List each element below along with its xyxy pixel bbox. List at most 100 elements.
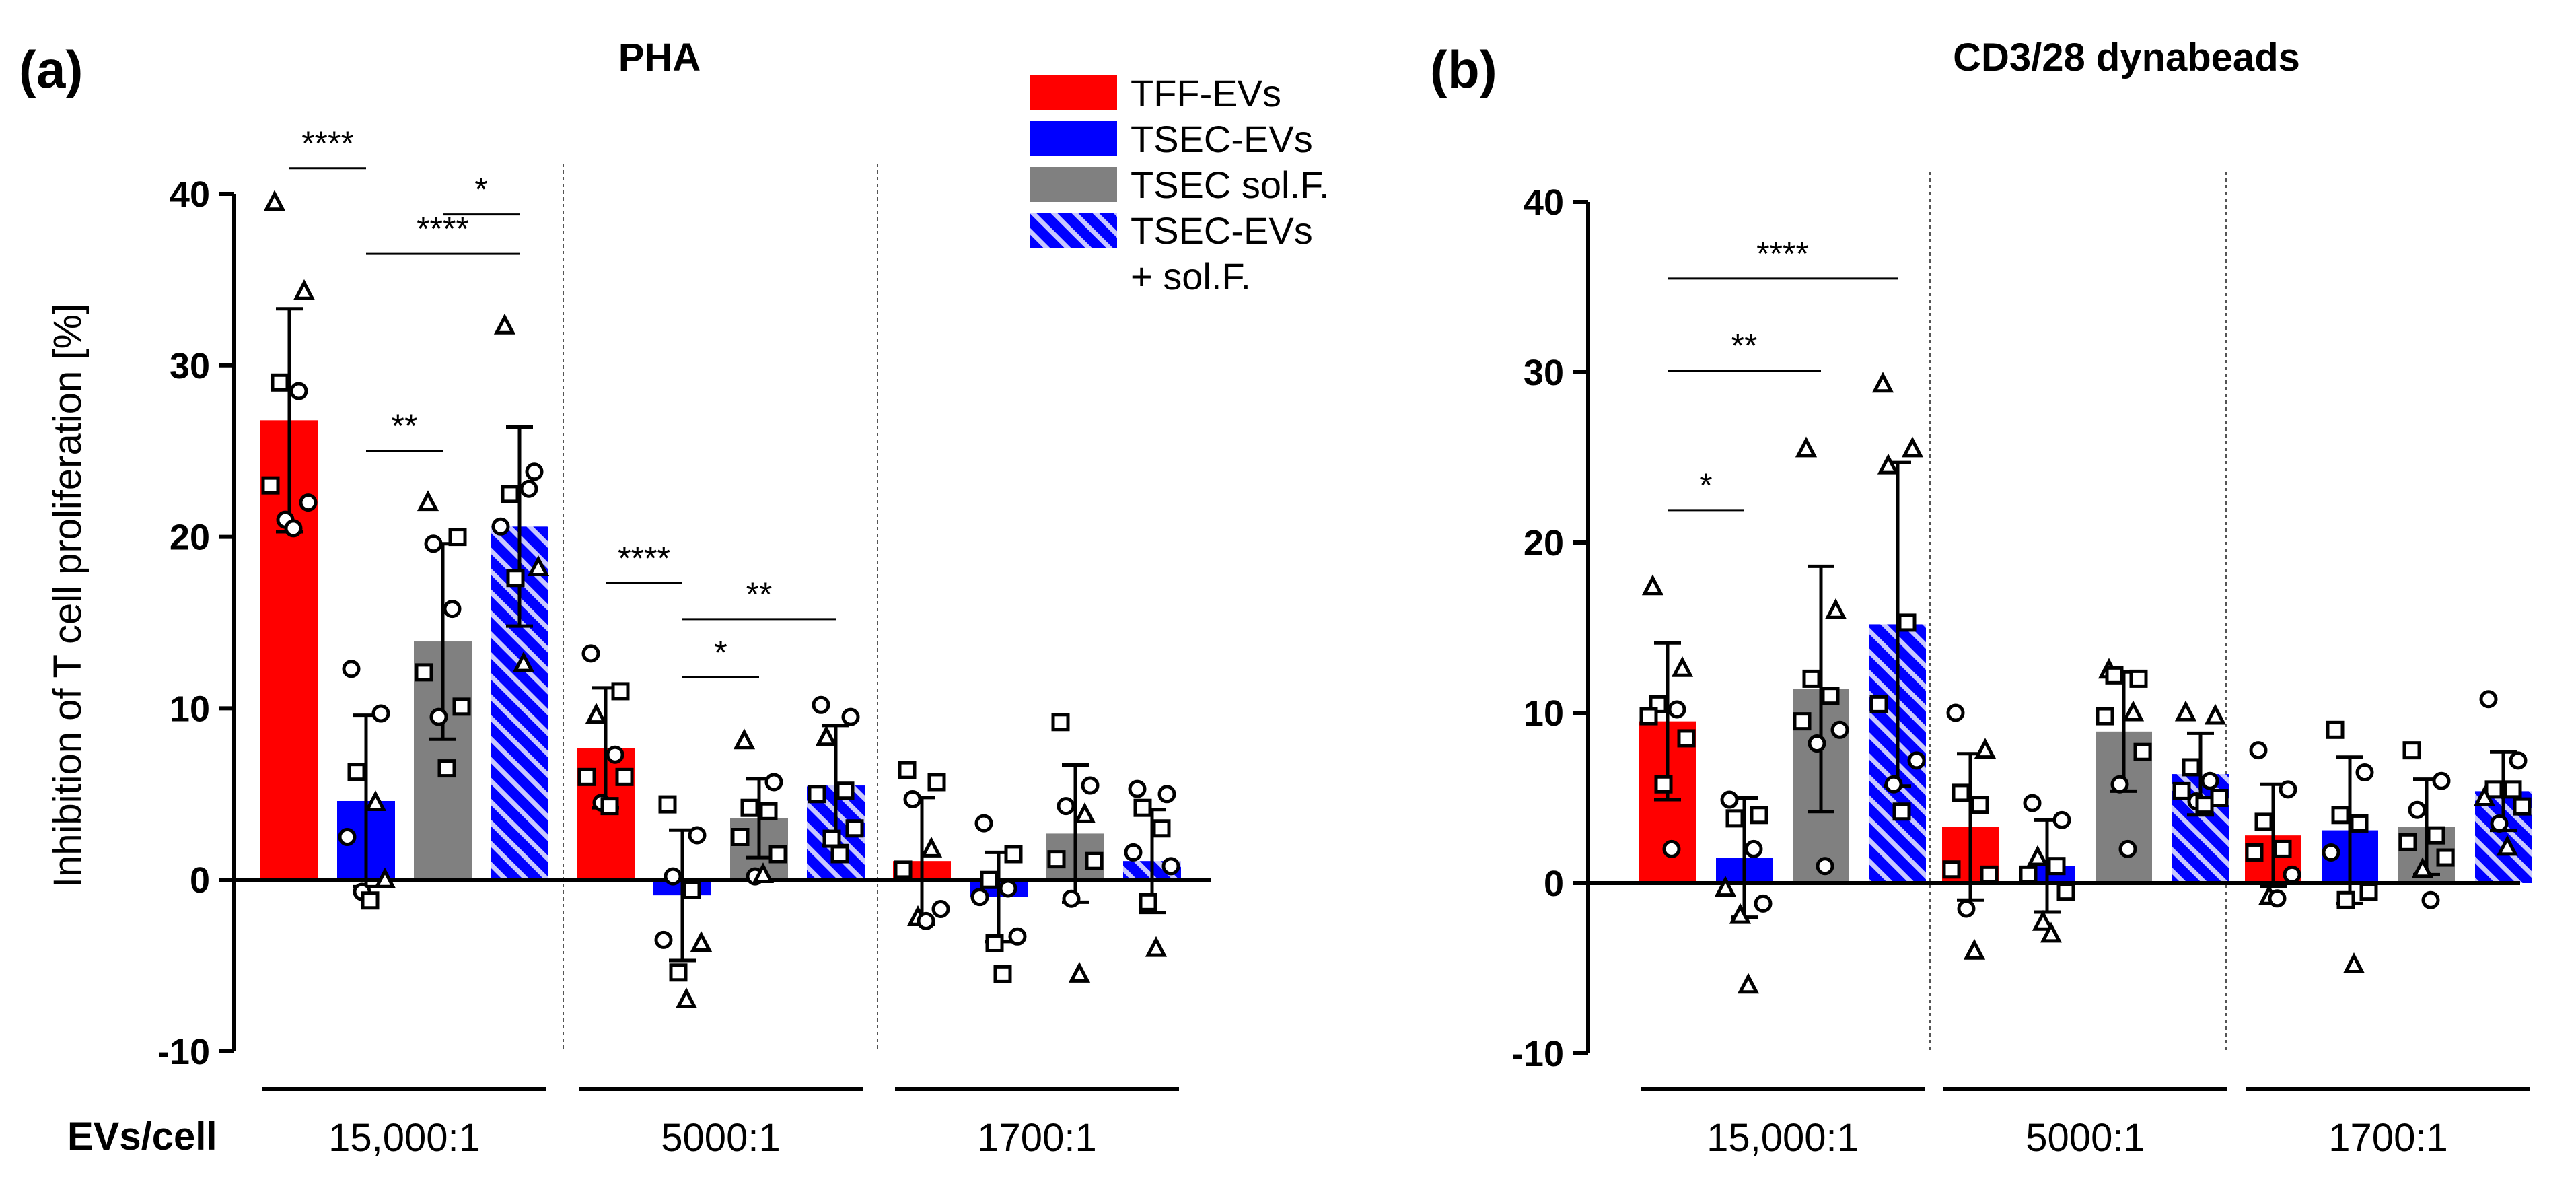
data-point-square [2172,781,2191,800]
data-point-triangle [512,651,535,672]
data-point-circle [664,867,682,886]
legend-label: TSEC-EVs [1131,118,1313,160]
legend-label: TSEC sol.F. [1131,164,1330,206]
data-point-square [830,845,849,864]
data-point-square [1085,851,1104,870]
data-point-square [1047,850,1066,869]
data-point-circle [764,773,783,792]
data-point-triangle [2473,785,2496,806]
data-point-circle [931,900,950,919]
data-point-circle [841,707,860,726]
group-label: 5000:1 [661,1116,780,1160]
data-point-triangle [1068,961,1091,983]
legend-label: TFF-EVs [1131,72,1281,114]
data-point-square [1952,783,1970,802]
data-point-triangle [920,836,943,858]
y-tick-label: 10 [170,689,210,729]
legend-swatch [1030,167,1117,202]
y-tick-label: 20 [1524,523,1564,563]
data-point-square [2336,890,2355,909]
y-tick-label: -10 [1511,1034,1564,1074]
data-point-square [452,697,471,716]
y-tick-label: 0 [1544,864,1564,904]
data-point-triangle [364,790,387,812]
data-point-square [1942,860,1961,879]
data-point-square [836,781,855,800]
data-point-square [2047,857,2066,876]
data-point-square [1677,729,1696,748]
x-axis-title: EVs/cell [67,1115,217,1158]
data-point-circle [581,644,600,663]
data-point-circle [903,790,922,808]
data-point-square [611,682,630,701]
data-point-square [448,528,467,547]
data-point-circle [974,814,993,833]
data-point-triangle [1871,372,1894,393]
data-point-circle [2201,771,2219,790]
data-point-square [898,761,917,779]
data-point-circle [520,479,538,498]
data-point-square [740,798,759,817]
panel-b: (b) CD3/28 dynabeads -10 0 10 20 30 40 15,000:1 5… [1430,36,2532,1160]
data-point-circle [443,600,462,619]
group-label: 15,000:1 [1707,1116,1859,1160]
data-point-circle [970,888,989,907]
data-point-circle [1668,700,1686,719]
y-tick-label: 30 [1524,353,1564,393]
data-point-square [1139,893,1157,911]
data-point-square [415,663,433,682]
data-point-circle [2023,794,2042,812]
data-point-circle [812,695,830,714]
y-tick-label: 40 [1524,182,1564,223]
data-point-square [2254,812,2273,831]
data-point-triangle [263,190,286,211]
data-point-square [437,759,456,778]
data-point-triangle [2026,845,2049,866]
data-point-circle [1008,927,1027,946]
data-point-triangle [1877,453,1900,475]
y-tick-label: 10 [1524,693,1564,734]
data-point-circle [688,826,707,845]
data-point-circle [2421,890,2440,909]
data-point-circle [1816,857,1834,876]
data-point-circle [289,382,308,400]
data-point-circle [2249,741,2268,760]
y-tick-label: -10 [157,1032,210,1072]
data-point-triangle [690,931,713,952]
data-point-square [2398,833,2417,851]
data-point-circle [2052,810,2071,829]
data-point-circle [1957,899,1976,918]
data-point-circle [1830,720,1849,739]
data-point-square [1793,712,1812,731]
data-point-square [1980,865,1999,884]
data-point-triangle [2496,835,2519,856]
data-point-square [927,773,946,792]
data-point-circle [2118,839,2137,858]
data-point-triangle [2411,857,2434,878]
data-point-circle [525,462,544,481]
significance-label: * [474,171,487,209]
data-point-square [808,785,826,804]
data-point-square [2129,669,2148,688]
data-point-circle [338,828,357,846]
data-point-triangle [1974,738,1997,759]
significance-label: **** [1756,235,1809,273]
data-point-triangle [733,728,756,750]
data-point-square [2331,806,2350,825]
group-label: 1700:1 [977,1116,1096,1160]
data-point-square [2210,789,2229,807]
data-point-square [2105,666,2124,685]
data-point-square [1892,802,1911,821]
data-point-square [2350,814,2369,833]
y-tick-label: 30 [170,346,210,386]
data-point-triangle [2122,700,2145,722]
data-point-square [2096,707,2114,726]
y-tick-label: 20 [170,518,210,558]
data-point-triangle [373,867,396,888]
significance-label: ** [392,407,418,445]
data-point-triangle [2040,921,2063,943]
data-point-square [2019,865,2038,884]
data-point-triangle [2204,703,2227,725]
